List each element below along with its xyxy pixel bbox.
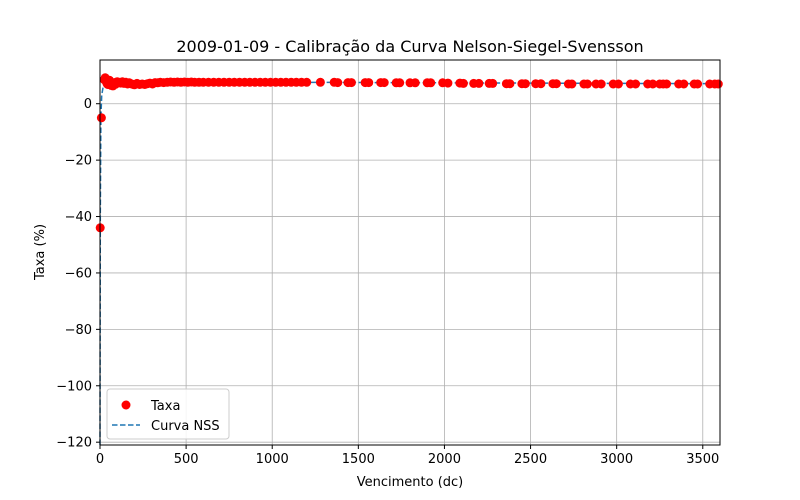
x-tick-label: 3500 <box>686 452 719 467</box>
x-tick-label: 2500 <box>514 452 547 467</box>
plot-frame <box>99 59 721 446</box>
taxa-point <box>458 78 468 88</box>
taxa-point <box>410 78 420 88</box>
taxa-point <box>551 79 561 89</box>
taxa-point <box>474 78 484 88</box>
taxa-point <box>505 79 515 89</box>
taxa-point <box>364 78 374 88</box>
taxa-point <box>520 79 530 89</box>
taxa-point <box>488 78 498 88</box>
y-tick-label: −40 <box>65 210 92 225</box>
legend: Taxa Curva NSS <box>106 388 230 440</box>
x-tick-label: 0 <box>96 452 104 467</box>
taxa-point <box>679 79 689 89</box>
taxa-series <box>95 73 723 233</box>
taxa-point <box>596 79 606 89</box>
x-tick-label: 3000 <box>600 452 633 467</box>
taxa-point <box>302 77 312 87</box>
taxa-point <box>315 77 325 87</box>
taxa-point <box>662 79 672 89</box>
taxa-point <box>426 78 436 88</box>
taxa-point <box>713 79 723 89</box>
y-tick-label: −100 <box>56 379 92 394</box>
taxa-point <box>333 78 343 88</box>
taxa-point <box>346 78 356 88</box>
y-tick-label: −60 <box>65 266 92 281</box>
x-axis: 0 500 1000 1500 2000 2500 3000 3500 <box>96 445 719 467</box>
taxa-point <box>567 79 577 89</box>
y-axis-label: Taxa (%) <box>33 224 48 281</box>
x-axis-label: Vencimento (dc) <box>357 475 464 490</box>
legend-label-taxa: Taxa <box>150 399 180 414</box>
x-tick-label: 1000 <box>256 452 289 467</box>
chart-title: 2009-01-09 - Calibração da Curva Nelson-… <box>176 37 643 56</box>
x-tick-label: 500 <box>174 452 199 467</box>
taxa-point <box>648 79 658 89</box>
y-axis: 0 −20 −40 −60 −80 −100 −120 <box>56 97 100 451</box>
taxa-point <box>631 79 641 89</box>
taxa-point <box>582 79 592 89</box>
y-tick-label: −80 <box>65 323 92 338</box>
taxa-point <box>96 113 106 123</box>
y-tick-label: −120 <box>56 436 92 451</box>
taxa-point <box>613 79 623 89</box>
taxa-point <box>693 79 703 89</box>
taxa-point <box>443 78 453 88</box>
x-tick-label: 1500 <box>342 452 375 467</box>
taxa-point <box>395 78 405 88</box>
legend-box <box>106 388 230 440</box>
legend-label-curva-nss: Curva NSS <box>151 419 220 434</box>
y-tick-label: 0 <box>84 97 92 112</box>
taxa-point <box>379 78 389 88</box>
x-tick-label: 2000 <box>428 452 461 467</box>
taxa-point <box>536 79 546 89</box>
y-tick-label: −20 <box>65 154 92 169</box>
legend-marker-taxa <box>121 400 131 410</box>
grid <box>99 60 720 445</box>
